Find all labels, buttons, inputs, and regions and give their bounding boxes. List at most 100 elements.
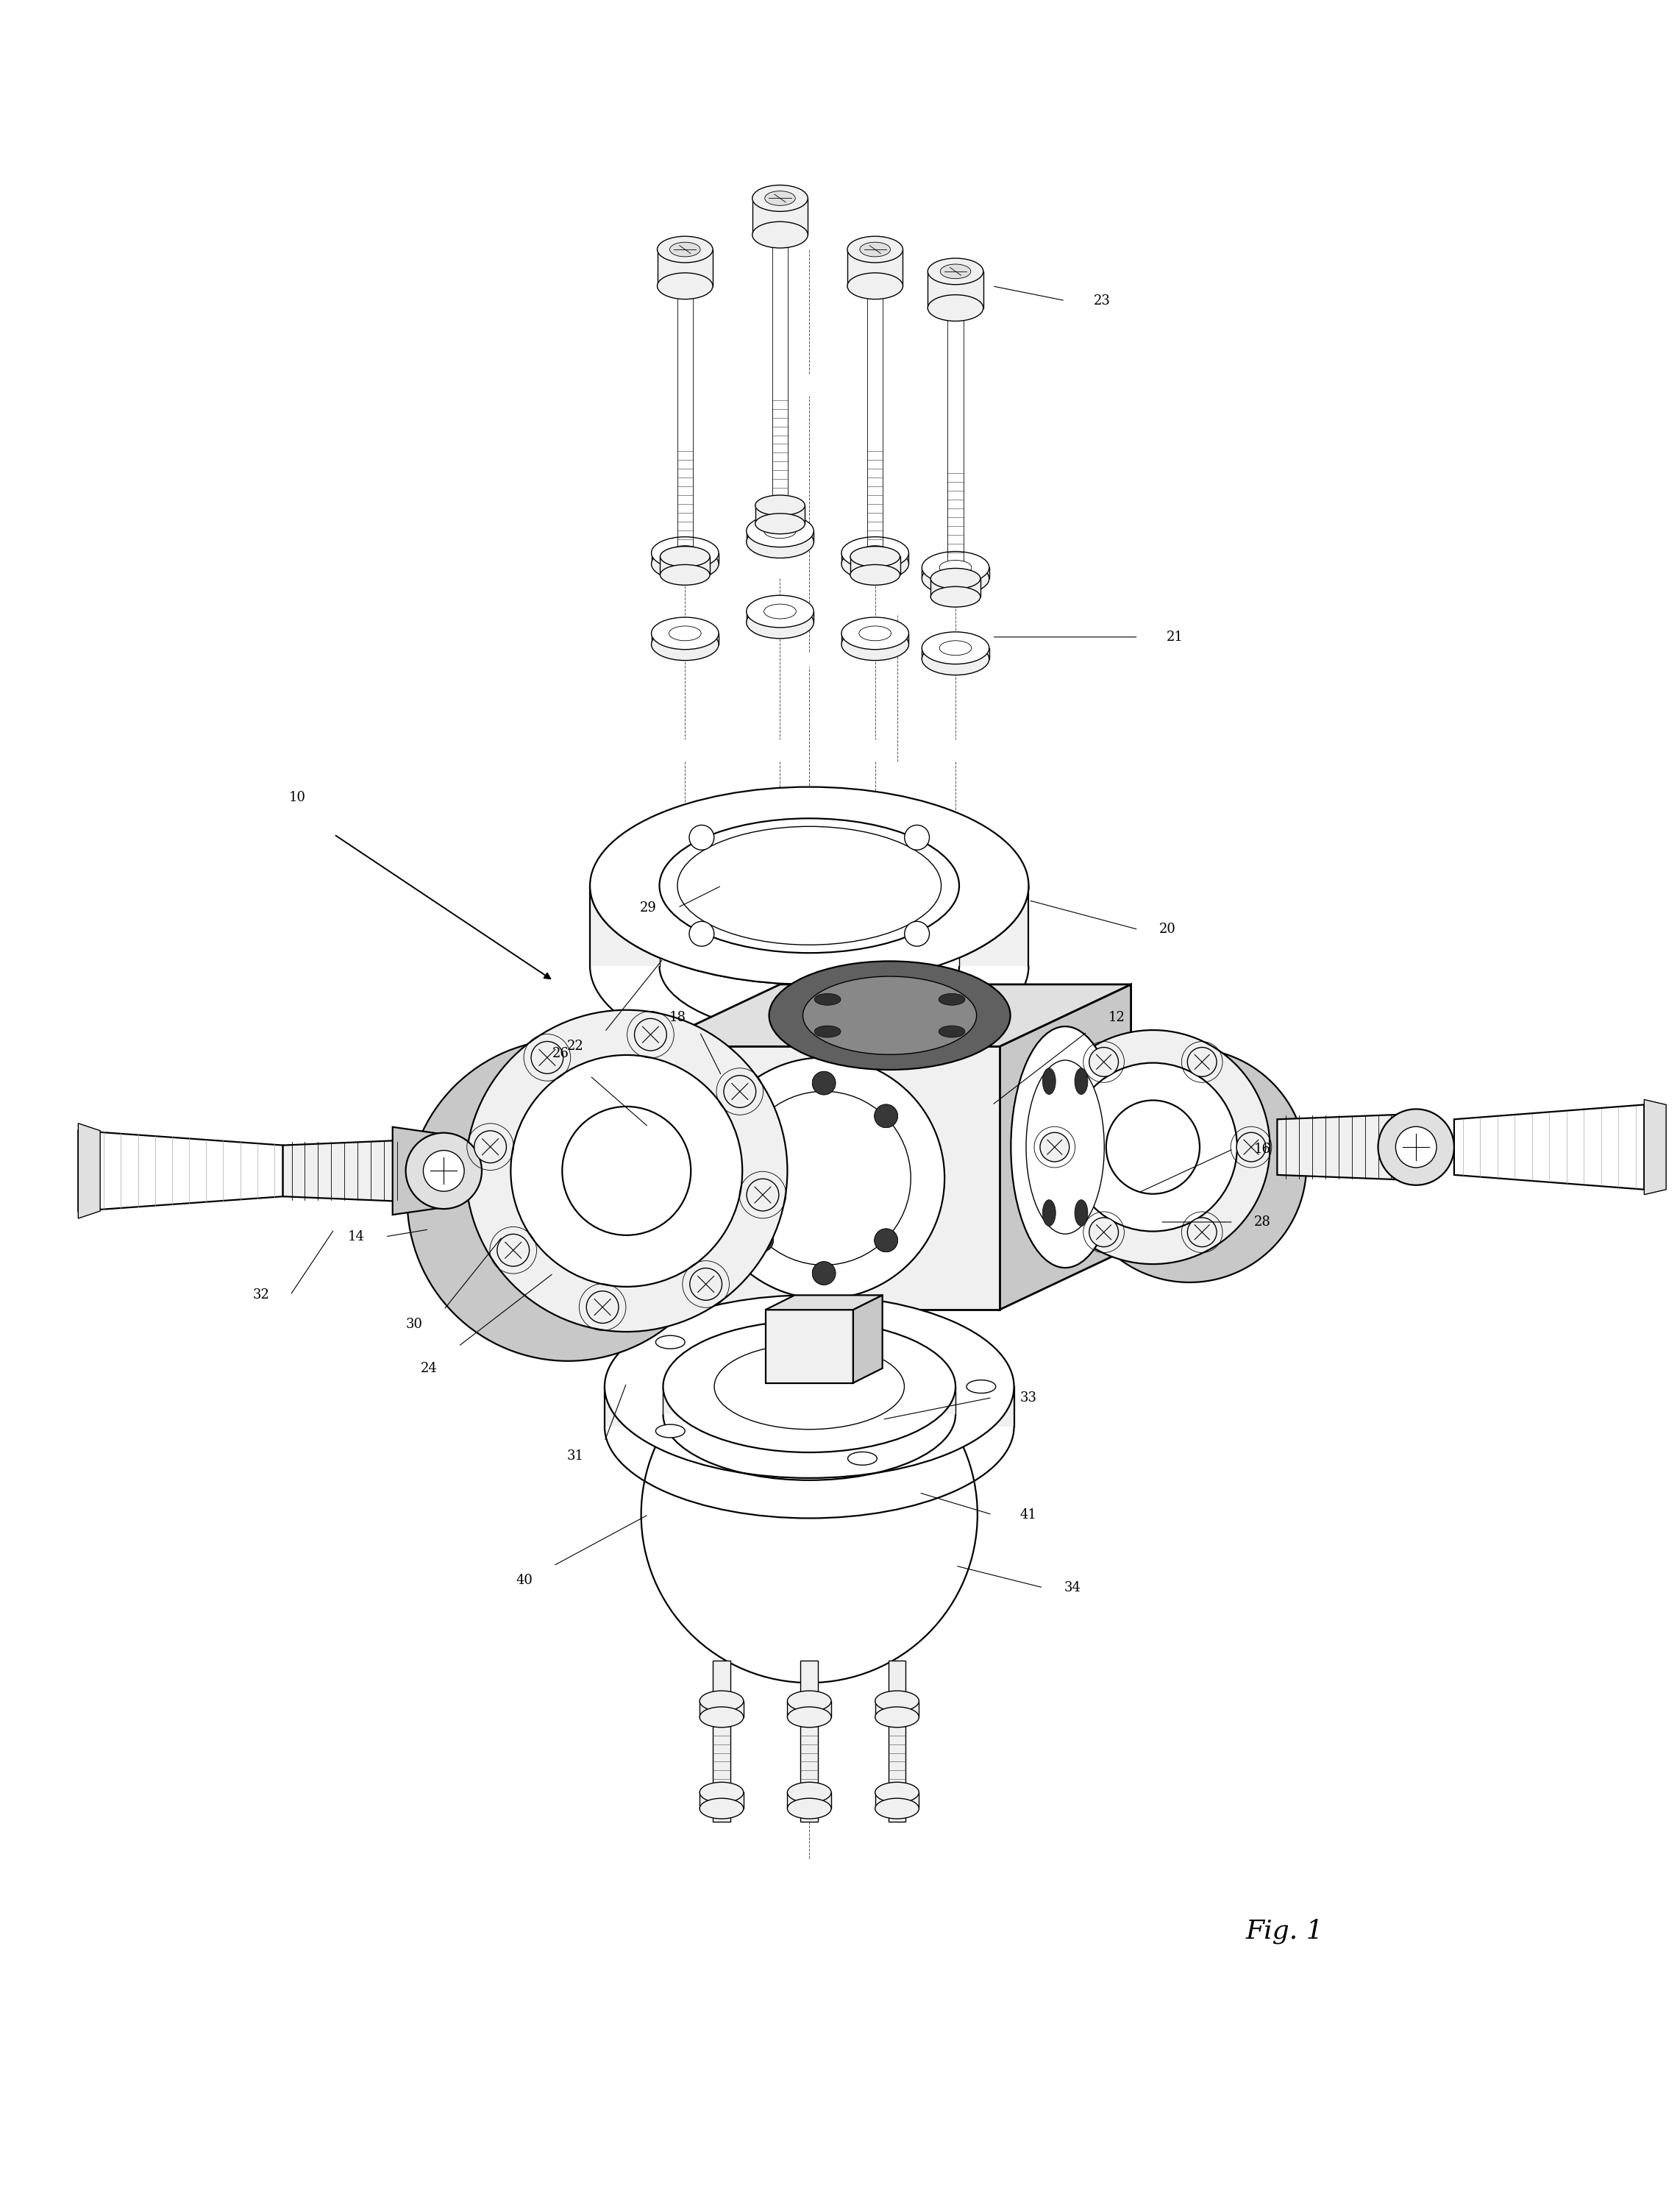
Ellipse shape (848, 1452, 877, 1466)
Ellipse shape (764, 603, 796, 619)
Ellipse shape (1075, 1068, 1089, 1095)
Ellipse shape (1026, 1060, 1104, 1233)
Ellipse shape (746, 516, 813, 546)
Polygon shape (1277, 1115, 1410, 1180)
Circle shape (1037, 1031, 1270, 1264)
Polygon shape (605, 1387, 1015, 1426)
Ellipse shape (699, 1692, 744, 1711)
Text: 16: 16 (1253, 1143, 1272, 1156)
Polygon shape (842, 634, 909, 645)
Ellipse shape (756, 496, 805, 516)
Ellipse shape (842, 627, 909, 660)
Circle shape (749, 1104, 773, 1128)
Ellipse shape (922, 562, 990, 595)
Text: 41: 41 (1020, 1507, 1037, 1520)
Ellipse shape (875, 1782, 919, 1803)
Polygon shape (801, 1661, 818, 1821)
Ellipse shape (850, 546, 900, 566)
Ellipse shape (657, 237, 712, 263)
Ellipse shape (756, 513, 805, 533)
Circle shape (531, 1042, 563, 1073)
Polygon shape (756, 505, 805, 524)
Ellipse shape (941, 263, 971, 279)
Text: 40: 40 (516, 1573, 533, 1586)
Circle shape (465, 1009, 788, 1332)
Ellipse shape (660, 818, 959, 952)
Ellipse shape (927, 294, 983, 320)
Polygon shape (850, 557, 900, 575)
Ellipse shape (875, 1707, 919, 1727)
Polygon shape (1000, 985, 1131, 1310)
Ellipse shape (746, 595, 813, 627)
Polygon shape (875, 1792, 919, 1808)
Circle shape (811, 1262, 835, 1286)
Ellipse shape (939, 994, 964, 1005)
Circle shape (1040, 1132, 1068, 1161)
Polygon shape (842, 553, 909, 564)
Circle shape (423, 1150, 464, 1191)
Text: 10: 10 (289, 792, 306, 805)
Ellipse shape (664, 1321, 956, 1452)
Polygon shape (648, 985, 1131, 1047)
Ellipse shape (848, 1308, 877, 1321)
Polygon shape (282, 1141, 407, 1202)
Polygon shape (652, 634, 719, 645)
Circle shape (407, 1040, 729, 1360)
Polygon shape (1455, 1104, 1645, 1189)
Polygon shape (766, 1310, 853, 1382)
Ellipse shape (788, 1799, 832, 1819)
Text: 29: 29 (640, 902, 657, 915)
Ellipse shape (590, 788, 1028, 985)
Ellipse shape (714, 1343, 904, 1428)
Circle shape (749, 1229, 773, 1253)
Ellipse shape (860, 241, 890, 257)
Polygon shape (699, 1700, 744, 1718)
Ellipse shape (931, 568, 981, 588)
Ellipse shape (788, 1692, 832, 1711)
Circle shape (874, 1104, 897, 1128)
Ellipse shape (850, 564, 900, 586)
Ellipse shape (620, 1090, 669, 1143)
Polygon shape (875, 1700, 919, 1718)
Polygon shape (922, 568, 990, 579)
Polygon shape (657, 250, 712, 285)
Polygon shape (922, 647, 990, 658)
Polygon shape (393, 1128, 444, 1215)
Ellipse shape (939, 641, 971, 656)
Ellipse shape (764, 524, 796, 538)
Ellipse shape (847, 272, 902, 298)
Polygon shape (652, 553, 719, 564)
Ellipse shape (655, 1424, 685, 1437)
Circle shape (1072, 1049, 1307, 1281)
Circle shape (1089, 1218, 1119, 1246)
Ellipse shape (788, 1782, 832, 1803)
Text: 18: 18 (669, 1011, 685, 1025)
Ellipse shape (966, 1380, 996, 1393)
Ellipse shape (922, 551, 990, 584)
Polygon shape (889, 1661, 906, 1821)
Circle shape (746, 1178, 780, 1211)
Polygon shape (746, 612, 813, 623)
Circle shape (642, 1347, 978, 1683)
Text: 14: 14 (348, 1231, 365, 1244)
Text: 24: 24 (420, 1362, 437, 1376)
Ellipse shape (815, 994, 840, 1005)
Polygon shape (660, 557, 711, 575)
Text: 21: 21 (1166, 630, 1183, 643)
Ellipse shape (704, 1058, 944, 1299)
Circle shape (1396, 1126, 1436, 1167)
Ellipse shape (847, 237, 902, 263)
Ellipse shape (738, 1090, 911, 1266)
Polygon shape (931, 579, 981, 597)
Ellipse shape (598, 1104, 677, 1209)
Ellipse shape (657, 272, 712, 298)
Ellipse shape (1075, 1200, 1089, 1226)
Polygon shape (590, 886, 1028, 965)
Polygon shape (664, 1387, 956, 1415)
Polygon shape (766, 1294, 882, 1310)
Ellipse shape (660, 564, 711, 586)
Ellipse shape (669, 625, 701, 641)
Circle shape (904, 921, 929, 946)
Ellipse shape (939, 1027, 964, 1038)
Ellipse shape (769, 961, 1010, 1071)
